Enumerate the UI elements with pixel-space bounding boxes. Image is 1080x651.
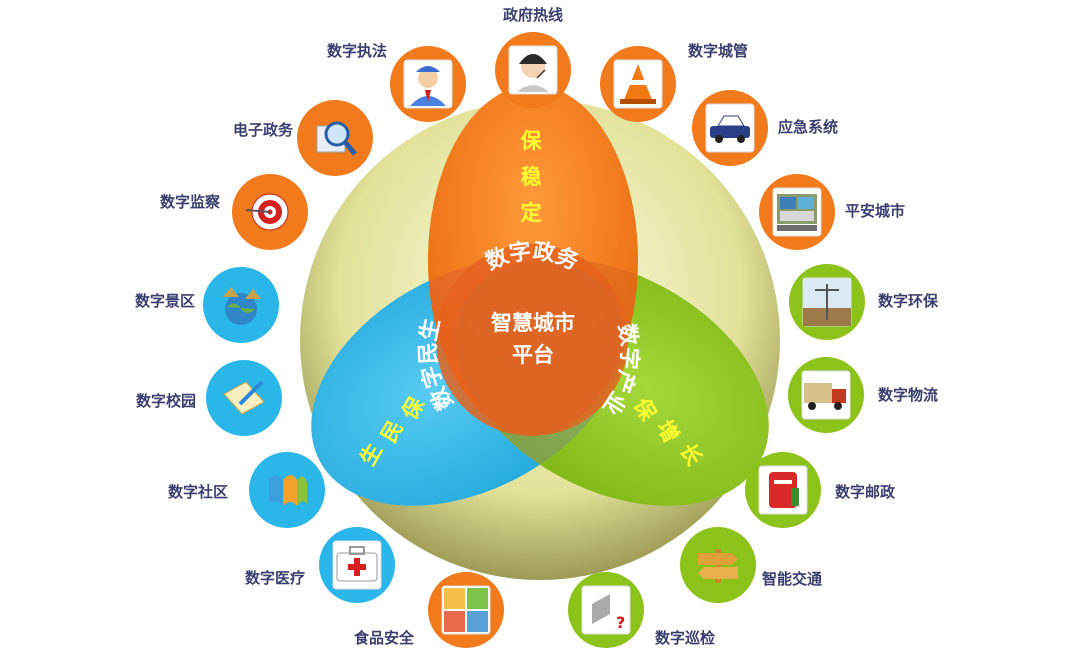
node-label: 政府热线 xyxy=(503,6,563,24)
node-notepad-pencil[interactable]: 数字校园 xyxy=(136,360,282,436)
traffic-cone-icon xyxy=(613,59,663,109)
node-label: 数字社区 xyxy=(168,483,228,501)
node-label: 电子政务 xyxy=(233,121,294,139)
node-food-safety[interactable]: 食品安全 xyxy=(354,572,504,648)
node-label: 数字医疗 xyxy=(245,569,305,587)
node-inspection-question[interactable]: ? 数字巡检 xyxy=(568,572,715,648)
globe-landscape-icon xyxy=(223,287,261,325)
svg-text:?: ? xyxy=(616,613,625,632)
svg-text:保: 保 xyxy=(520,129,543,153)
center-title-line1: 智慧城市 xyxy=(491,311,575,335)
mailbox-icon xyxy=(758,465,808,515)
node-officer-avatar[interactable]: 数字执法 xyxy=(327,42,466,122)
node-mailbox[interactable]: 数字邮政 xyxy=(745,452,896,528)
node-truck[interactable]: 数字物流 xyxy=(788,357,938,433)
node-label: 数字环保 xyxy=(878,292,939,310)
node-label: 数字物流 xyxy=(878,386,938,404)
food-safety-icon xyxy=(441,585,491,635)
node-label: 数字校园 xyxy=(136,392,196,410)
node-weather-station[interactable]: 数字环保 xyxy=(789,264,939,340)
weather-station-icon xyxy=(802,277,852,327)
first-aid-kit-icon xyxy=(332,540,382,590)
inspection-question-icon: ? xyxy=(581,585,631,635)
node-label: 数字巡检 xyxy=(655,629,715,647)
node-label: 数字城管 xyxy=(688,42,748,60)
center-title-line2: 平台 xyxy=(512,343,554,367)
police-car-icon xyxy=(705,103,755,153)
node-label: 数字邮政 xyxy=(835,483,896,501)
node-label: 应急系统 xyxy=(778,118,838,136)
truck-icon xyxy=(801,370,851,420)
node-first-aid-kit[interactable]: 数字医疗 xyxy=(245,527,395,603)
signpost-icon xyxy=(698,549,738,583)
notepad-pencil-icon xyxy=(223,380,265,415)
node-signpost[interactable]: 智能交通 xyxy=(680,527,822,603)
node-community-logo[interactable]: 数字社区 xyxy=(168,452,325,528)
node-label: 数字执法 xyxy=(327,42,387,60)
community-logo-icon xyxy=(269,475,307,506)
officer-avatar-icon xyxy=(403,59,453,109)
magnifier-icon xyxy=(316,121,357,156)
svg-text:稳: 稳 xyxy=(521,165,542,189)
operator-headset-icon xyxy=(508,45,558,95)
petal-label-top: 保 稳 定 xyxy=(520,129,543,225)
node-label: 智能交通 xyxy=(762,570,822,588)
node-police-car[interactable]: 应急系统 xyxy=(692,90,838,166)
target-dart-icon xyxy=(245,193,289,231)
node-target-dart[interactable]: 数字监察 xyxy=(160,174,308,250)
node-label: 数字景区 xyxy=(135,292,195,310)
node-label: 食品安全 xyxy=(354,629,415,647)
node-magnifier[interactable]: 电子政务 xyxy=(233,100,373,176)
node-traffic-cone[interactable]: 数字城管 xyxy=(600,42,748,122)
node-globe-landscape[interactable]: 数字景区 xyxy=(135,267,279,343)
surveillance-screen-icon xyxy=(772,187,822,237)
node-surveillance-screen[interactable]: 平安城市 xyxy=(759,174,905,250)
node-label: 平安城市 xyxy=(845,202,905,220)
svg-text:定: 定 xyxy=(521,201,542,225)
center-core xyxy=(436,244,628,436)
node-label: 数字监察 xyxy=(160,193,221,211)
node-operator-headset[interactable]: 政府热线 xyxy=(495,6,571,108)
